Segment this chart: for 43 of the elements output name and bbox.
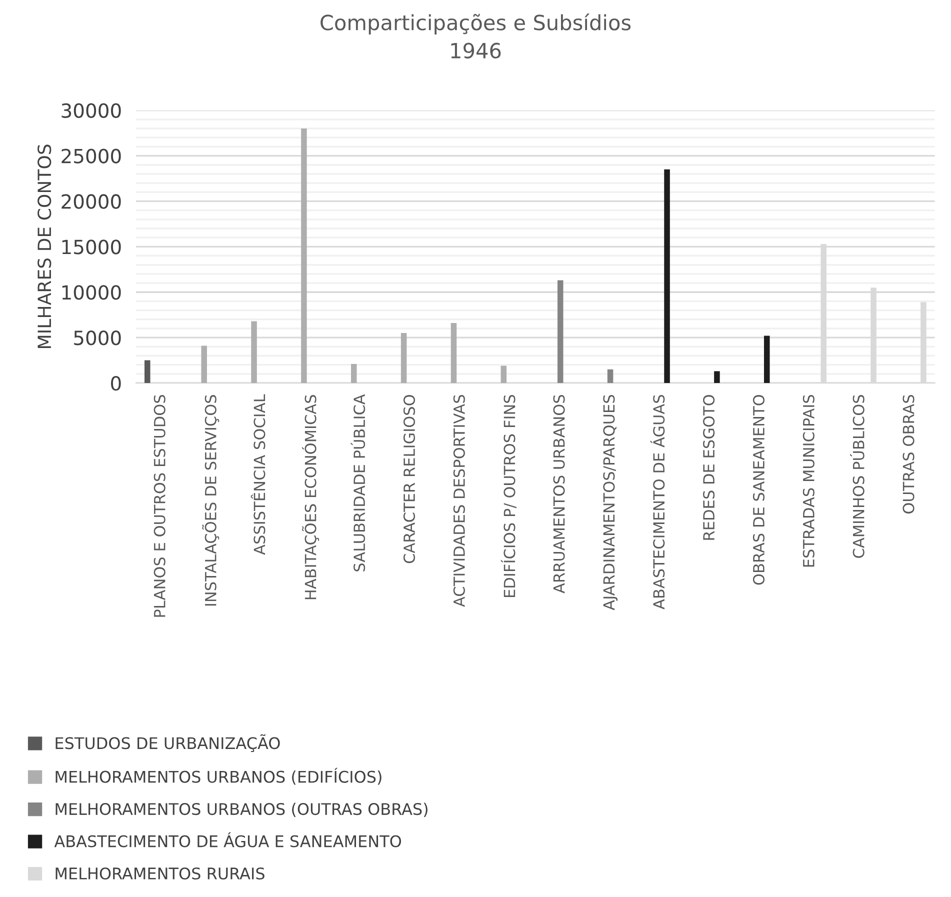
x-tick-label: AJARDINAMENTOS/PARQUES	[603, 394, 618, 610]
bar	[607, 369, 614, 384]
legend-label: MELHORAMENTOS URBANOS (OUTRAS OBRAS)	[56, 802, 428, 817]
bar	[714, 371, 720, 384]
x-tick-label: ESTRADAS MUNICIPAIS	[802, 394, 814, 567]
x-tick-label: HABITAÇÕES ECONÓMICAS	[302, 394, 320, 600]
legend-label: ESTUDOS DE URBANIZAÇÃO	[56, 734, 280, 752]
legend-label: MELHORAMENTOS RURAIS	[56, 867, 264, 880]
x-tick-label: ACTIVIDADES DESPORTIVAS	[453, 394, 465, 607]
y-tick-label: 20000	[62, 194, 121, 209]
x-tick-label: EDIFÍCIOS P/ OUTROS FINS	[500, 394, 516, 597]
y-tick-label: 25000	[62, 148, 121, 164]
y-tick-label: 10000	[62, 285, 121, 300]
x-tick-label: ABASTECIMENTO DE ÁGUAS	[650, 394, 665, 610]
bar	[500, 366, 507, 384]
y-tick-label: 30000	[62, 103, 121, 118]
y-tick-label: 0	[111, 376, 121, 391]
bar	[201, 346, 207, 384]
bar	[764, 336, 770, 384]
bar	[400, 333, 407, 384]
y-axis-title: MILHARES DE CONTOS	[38, 144, 52, 348]
x-tick-label: SALUBRIDADE PÚBLICA	[350, 394, 366, 572]
x-tick-label: OUTRAS OBRAS	[902, 394, 914, 514]
x-tick-label: CARACTER RELIGIOSO	[403, 394, 416, 564]
legend-label: ABASTECIMENTO DE ÁGUA E SANEAMENTO	[54, 832, 402, 848]
x-tick-label: OBRAS DE SANEAMENTO	[752, 394, 765, 585]
y-tick-label: 5000	[74, 330, 121, 346]
x-tick-label: REDES DE ESGOTO	[703, 394, 715, 540]
bar	[557, 280, 564, 384]
bar	[301, 128, 307, 384]
bar	[664, 169, 670, 384]
bar	[251, 321, 257, 384]
bar	[144, 360, 150, 384]
x-tick-label: ARRUAMENTOS URBANOS	[553, 394, 565, 594]
bar	[450, 323, 457, 384]
x-tick-label: PLANOS E OUTROS ESTUDOS	[154, 394, 166, 617]
x-tick-label: INSTALAÇÕES DE SERVIÇOS	[202, 394, 220, 606]
chart-title: Comparticipações e Subsídios 1946	[320, 13, 631, 58]
y-tick-label: 15000	[62, 240, 121, 254]
x-tick-label: CAMINHOS PÚBLICOS	[850, 394, 864, 558]
legend-label: MELHORAMENTOS URBANOS (EDIFÍCIOS)	[56, 768, 382, 785]
x-tick-label: ASSISTÊNCIA SOCIAL	[250, 394, 266, 555]
bar	[350, 364, 357, 384]
